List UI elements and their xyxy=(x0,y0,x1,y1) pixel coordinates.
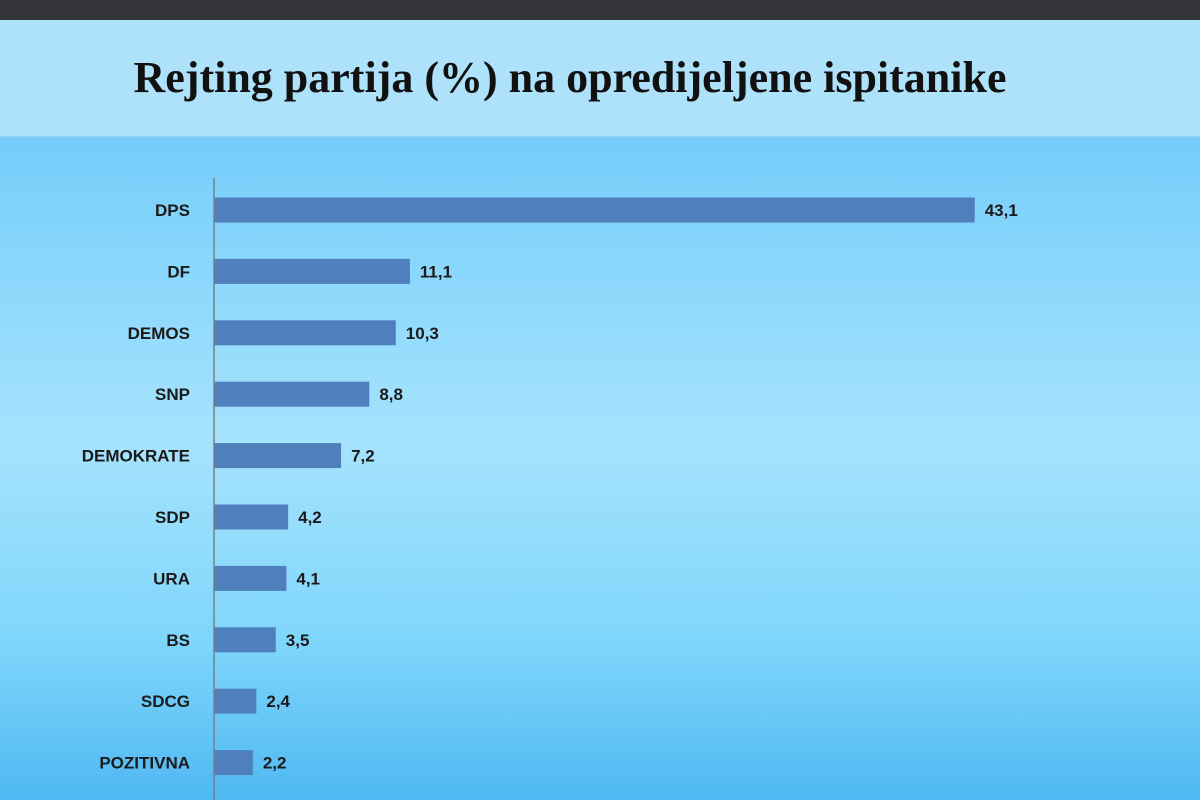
category-label: DF xyxy=(167,262,190,281)
category-label: DPS xyxy=(155,201,190,220)
chart-title: Rejting partija (%) na opredijeljene isp… xyxy=(133,53,1007,102)
top-window-bar xyxy=(0,0,1200,20)
value-label: 4,1 xyxy=(296,569,320,588)
bar xyxy=(214,627,276,653)
value-label: 7,2 xyxy=(351,447,375,466)
value-label: 8,8 xyxy=(379,385,403,404)
category-label: DEMOS xyxy=(128,324,190,343)
value-label: 10,3 xyxy=(406,324,439,343)
category-label: SDCG xyxy=(141,692,190,711)
bar xyxy=(214,381,370,407)
value-label: 2,2 xyxy=(263,754,287,773)
value-label: 43,1 xyxy=(985,201,1018,220)
bars-layer: DPS 43,1 DF 11,1 DEMOS 10,3 SNP 8,8 DEMOKRATE 7,2… xyxy=(82,197,1018,776)
bar xyxy=(214,688,257,714)
bar xyxy=(214,750,253,776)
category-label: URA xyxy=(153,569,190,588)
bar xyxy=(214,443,342,469)
bar xyxy=(214,565,287,591)
value-label: 11,1 xyxy=(420,262,452,281)
category-label: SDP xyxy=(155,508,190,527)
category-label: BS xyxy=(166,631,190,650)
bar xyxy=(214,258,410,284)
value-label: 4,2 xyxy=(298,508,322,527)
category-label: SNP xyxy=(155,385,190,404)
bar xyxy=(214,504,289,530)
bar xyxy=(214,320,396,346)
value-label: 2,4 xyxy=(266,692,290,711)
bar xyxy=(214,197,975,223)
category-label: DEMOKRATE xyxy=(82,447,190,466)
value-label: 3,5 xyxy=(286,631,310,650)
title-band xyxy=(0,20,1200,137)
category-label: POZITIVNA xyxy=(99,754,190,773)
